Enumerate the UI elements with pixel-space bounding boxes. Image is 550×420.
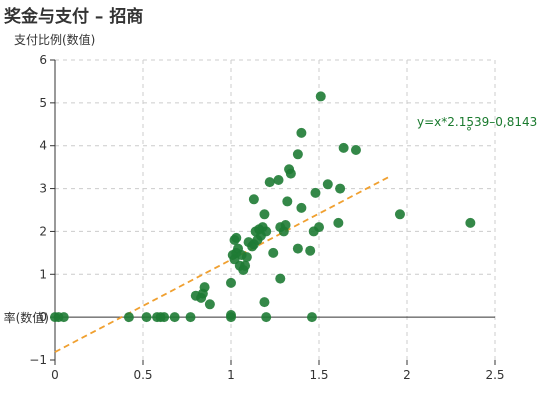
data-point: [226, 277, 236, 288]
grid-lines: [55, 59, 496, 360]
data-point: [282, 196, 293, 207]
y-tick-label: −1: [29, 353, 47, 367]
data-point: [292, 243, 303, 254]
data-point: [264, 177, 275, 188]
y-tick-label: 4: [39, 139, 47, 153]
data-point: [306, 312, 317, 323]
data-point: [226, 310, 236, 320]
data-point: [465, 217, 476, 228]
data-point: [315, 91, 326, 102]
y-tick-label: 1: [39, 267, 47, 281]
data-point: [123, 312, 134, 323]
x-tick-label: 2: [403, 368, 411, 382]
data-point: [280, 220, 291, 230]
y-tick-label: 0: [39, 310, 47, 324]
data-point: [248, 194, 259, 205]
data-point: [338, 142, 349, 153]
data-point: [185, 312, 196, 323]
y-axis-label: 支付比例(数值): [14, 32, 95, 47]
data-point: [231, 232, 242, 243]
data-point: [275, 273, 286, 284]
data-point: [305, 245, 316, 256]
data-point: [285, 168, 296, 179]
data-point: [335, 183, 346, 194]
axis-labels: 支付比例(数值) 率(数值) y=x*2.1539–0,8143 °: [4, 32, 538, 325]
trendline-group: [54, 175, 390, 353]
data-point: [273, 175, 284, 185]
trendline: [54, 175, 390, 353]
x-tick-label: 0: [51, 368, 59, 382]
data-point: [350, 145, 361, 155]
x-tick-label: 2.5: [485, 368, 504, 382]
data-point: [314, 222, 324, 233]
data-point: [240, 260, 251, 271]
data-points: [50, 91, 476, 323]
y-tick-label: 3: [39, 182, 47, 196]
data-point: [204, 299, 215, 310]
data-point: [292, 149, 303, 160]
data-point: [261, 226, 272, 237]
data-point: [261, 312, 272, 323]
data-point: [333, 217, 344, 228]
data-point: [199, 282, 210, 293]
data-point: [169, 312, 180, 323]
annotation-marker: °: [466, 125, 472, 139]
y-tick-label: 6: [39, 53, 47, 67]
data-point: [236, 250, 247, 260]
y-tick-label: 2: [39, 224, 47, 238]
data-point: [296, 127, 307, 138]
data-point: [268, 247, 279, 258]
data-point: [296, 202, 307, 213]
x-tick-label: 0.5: [133, 368, 152, 382]
x-tick-label: 1: [227, 368, 235, 382]
data-point: [394, 209, 405, 220]
data-point: [310, 187, 321, 198]
x-axis-label: 率(数值): [4, 310, 49, 325]
data-point: [58, 312, 69, 323]
data-point: [259, 209, 270, 220]
data-point: [322, 179, 333, 190]
y-tick-label: 5: [39, 96, 47, 110]
data-point: [141, 312, 152, 323]
trendline-equation: y=x*2.1539–0,8143: [417, 115, 537, 129]
x-tick-label: 1.5: [309, 368, 328, 382]
chart-title: 奖金与支付 – 招商: [4, 7, 144, 27]
data-point: [159, 312, 170, 323]
data-point: [259, 297, 270, 308]
